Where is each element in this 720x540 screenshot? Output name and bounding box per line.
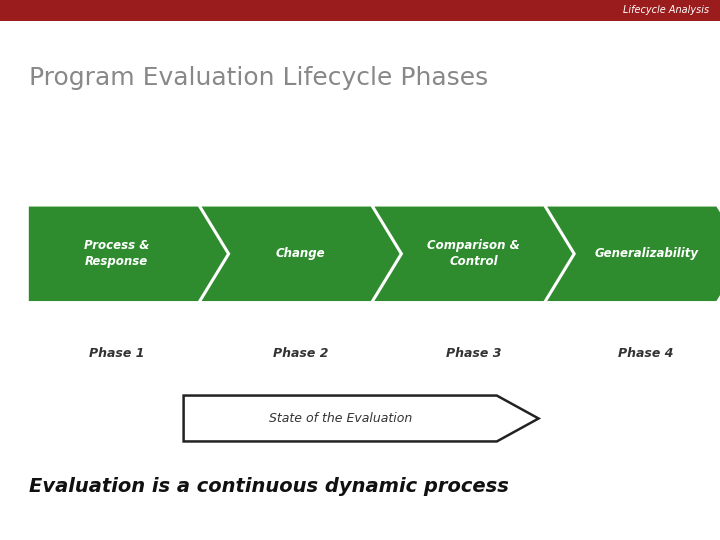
Text: Lifecycle Analysis: Lifecycle Analysis	[623, 5, 709, 15]
Text: Evaluation is a continuous dynamic process: Evaluation is a continuous dynamic proce…	[29, 476, 508, 496]
Polygon shape	[29, 206, 227, 301]
Polygon shape	[374, 206, 572, 301]
Text: Program Evaluation Lifecycle Phases: Program Evaluation Lifecycle Phases	[29, 66, 488, 90]
Polygon shape	[202, 206, 400, 301]
Text: Process &
Response: Process & Response	[84, 239, 149, 268]
Text: Phase 1: Phase 1	[89, 347, 144, 360]
Polygon shape	[184, 395, 539, 442]
Text: Generalizability: Generalizability	[594, 247, 698, 260]
Text: State of the Evaluation: State of the Evaluation	[269, 412, 412, 425]
Text: Comparison &
Control: Comparison & Control	[427, 239, 520, 268]
Bar	[0, 0, 720, 21]
Text: Phase 3: Phase 3	[446, 347, 501, 360]
Text: Phase 2: Phase 2	[273, 347, 328, 360]
Text: Change: Change	[276, 247, 325, 260]
Polygon shape	[547, 206, 720, 301]
Text: Phase 4: Phase 4	[618, 347, 674, 360]
